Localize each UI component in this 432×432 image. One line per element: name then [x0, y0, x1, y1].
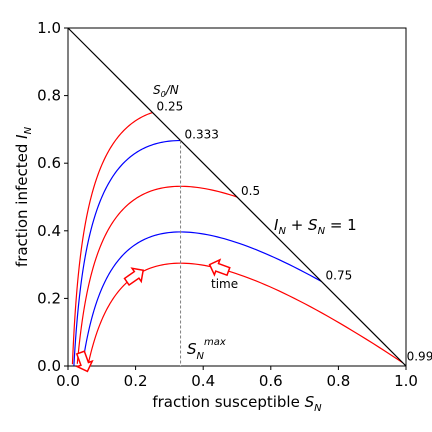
curve-label: 0.5: [241, 184, 260, 198]
x-tick-label: 0.0: [56, 372, 80, 390]
boundary-line: [67, 27, 407, 367]
curve-label-title: S0/N: [153, 83, 179, 99]
curve-label: 0.25: [157, 100, 184, 114]
sir-curve: [76, 185, 238, 364]
x-tick-label: 0.8: [326, 372, 350, 390]
curve-label: 0.99: [407, 350, 432, 364]
curve-label: 0.75: [326, 269, 353, 283]
curve-label: 0.333: [185, 128, 219, 142]
time-arrow-left: [123, 267, 145, 287]
y-axis-label: fraction infected IN: [13, 126, 34, 267]
time-label: time: [211, 277, 238, 291]
sir-curve: [81, 231, 322, 365]
y-tick-label: 0.4: [37, 222, 61, 240]
smax-label: SNmax: [187, 337, 226, 362]
y-tick-label: 1.0: [37, 19, 61, 37]
x-tick-label: 0.6: [259, 372, 283, 390]
time-arrow-bottom: [75, 350, 94, 373]
y-axis-ticks: 0.0 0.2 0.4 0.6 0.8 1.0: [37, 19, 68, 375]
sir-curve: [73, 139, 181, 366]
y-tick-label: 0.6: [37, 154, 61, 172]
x-tick-label: 1.0: [394, 372, 418, 390]
x-axis-ticks: 0.0 0.2 0.4 0.6 0.8 1.0: [56, 366, 418, 390]
y-tick-label: 0.0: [37, 357, 61, 375]
x-tick-label: 0.4: [191, 372, 215, 390]
y-tick-label: 0.8: [37, 87, 61, 105]
sir-curve: [87, 262, 403, 365]
plot-frame: [67, 27, 407, 367]
sir-curve: [71, 111, 153, 365]
sir-curves: [71, 111, 403, 366]
curve-labels: 0.250.333 0.5 0.75 0.99: [157, 100, 432, 364]
x-axis-label: fraction susceptible SN: [152, 393, 322, 414]
x-tick-label: 0.2: [124, 372, 148, 390]
y-tick-label: 0.2: [37, 289, 61, 307]
time-arrow-right: [208, 258, 231, 277]
boundary-label: IN + SN = 1: [274, 216, 357, 237]
